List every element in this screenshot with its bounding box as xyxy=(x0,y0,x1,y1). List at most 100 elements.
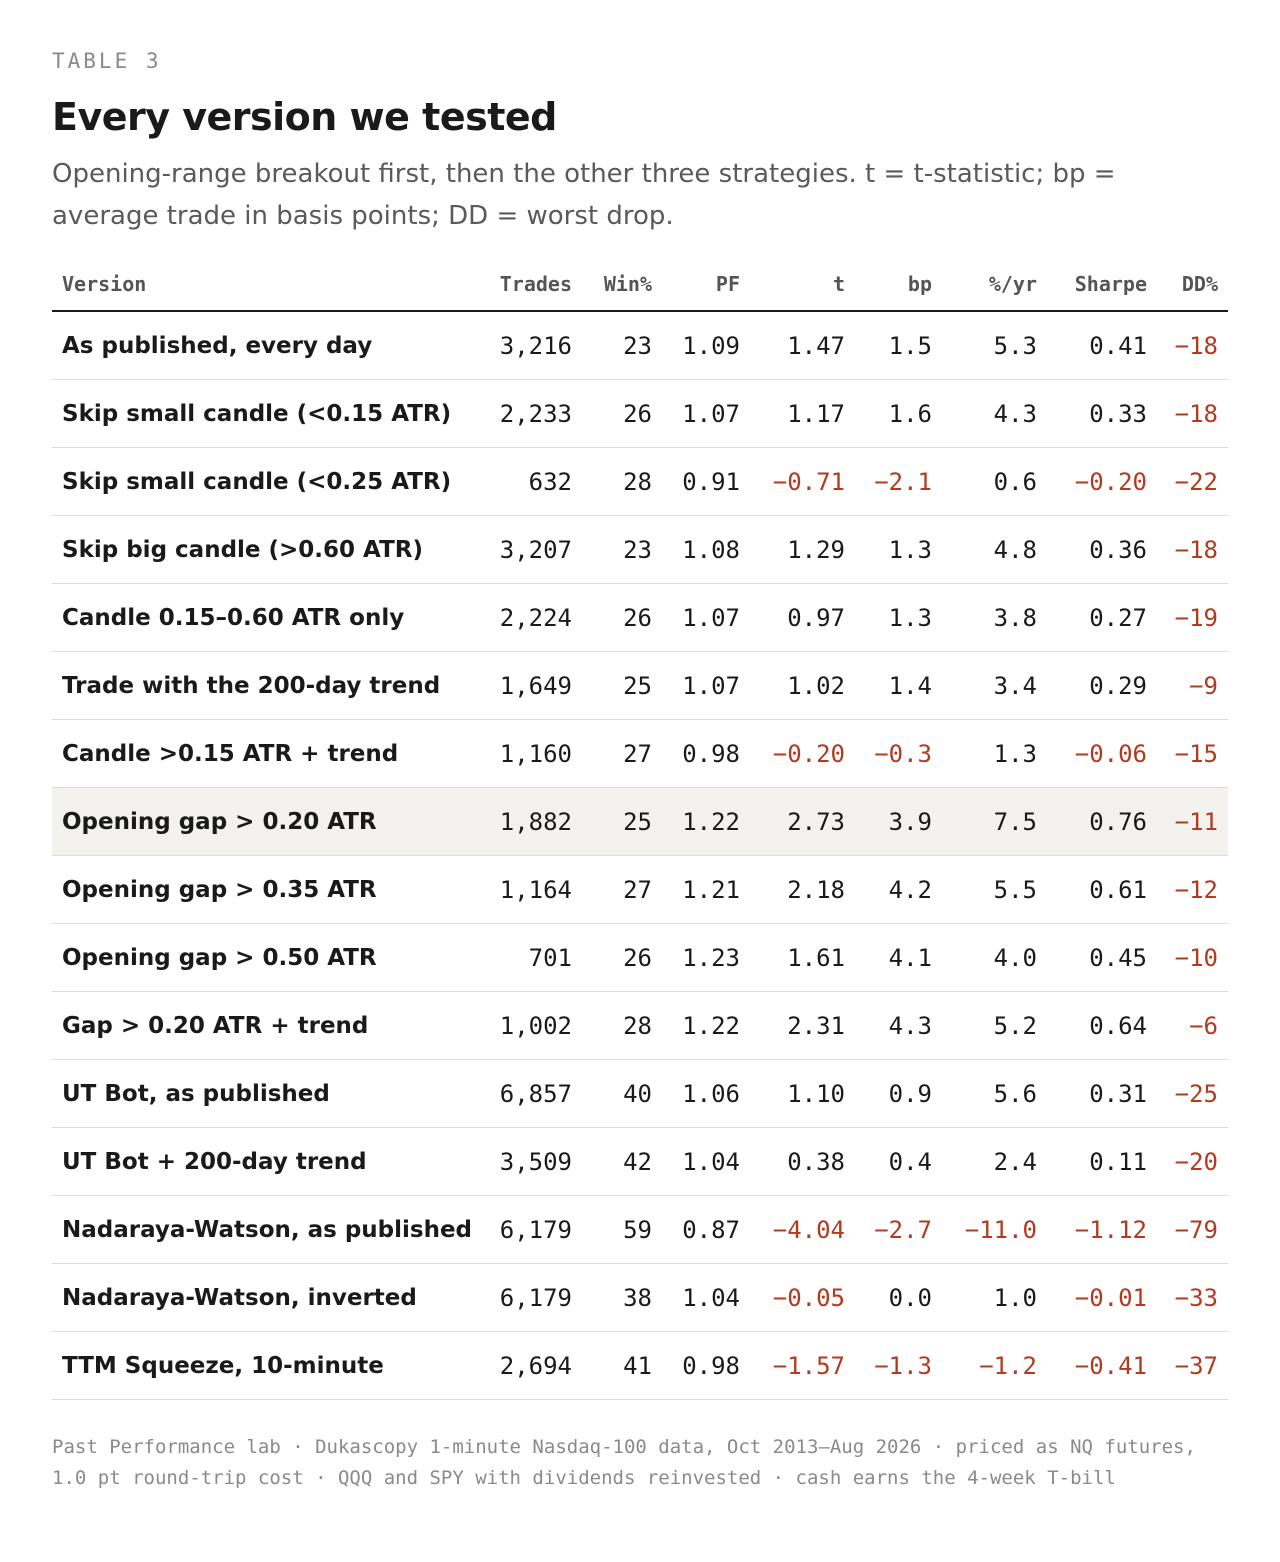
cell-version: Nadaraya-Watson, as published xyxy=(52,1195,477,1264)
cell-pyr: 5.5 xyxy=(942,855,1047,924)
cell-bp: 1.3 xyxy=(855,583,942,652)
cell-sharpe: 0.27 xyxy=(1047,583,1157,652)
cell-win: 28 xyxy=(582,991,662,1060)
cell-sharpe: 0.11 xyxy=(1047,1127,1157,1196)
cell-t: −1.57 xyxy=(750,1331,855,1400)
cell-win: 38 xyxy=(582,1263,662,1332)
cell-t: −4.04 xyxy=(750,1195,855,1264)
cell-win: 40 xyxy=(582,1059,662,1128)
cell-version: Candle 0.15–0.60 ATR only xyxy=(52,583,477,652)
cell-pf: 1.04 xyxy=(662,1127,750,1196)
column-header-bp[interactable]: bp xyxy=(855,258,942,312)
cell-t: −0.05 xyxy=(750,1263,855,1332)
cell-bp: 0.4 xyxy=(855,1127,942,1196)
cell-trades: 1,164 xyxy=(477,855,582,924)
column-header-pf[interactable]: PF xyxy=(662,258,750,312)
cell-pf: 0.98 xyxy=(662,1331,750,1400)
cell-dd: −79 xyxy=(1157,1195,1228,1264)
cell-sharpe: −0.01 xyxy=(1047,1263,1157,1332)
cell-bp: 3.9 xyxy=(855,787,942,856)
page-subtitle: Opening-range breakout first, then the o… xyxy=(52,159,1116,231)
column-header-dd[interactable]: DD% xyxy=(1157,258,1228,312)
cell-version: Gap > 0.20 ATR + trend xyxy=(52,991,477,1060)
cell-trades: 2,224 xyxy=(477,583,582,652)
cell-sharpe: 0.76 xyxy=(1047,787,1157,856)
cell-sharpe: 0.36 xyxy=(1047,515,1157,584)
cell-bp: 4.3 xyxy=(855,991,942,1060)
cell-dd: −10 xyxy=(1157,923,1228,992)
cell-sharpe: −0.41 xyxy=(1047,1331,1157,1400)
results-table: Version Trades Win% PF t bp %/yr Sharpe … xyxy=(52,258,1228,1400)
cell-pyr: 5.3 xyxy=(942,311,1047,380)
table-row: Opening gap > 0.35 ATR 1,164 27 1.21 2.18 4.2… xyxy=(52,855,1228,924)
cell-t: 1.17 xyxy=(750,379,855,448)
cell-pf: 1.08 xyxy=(662,515,750,584)
table-row: UT Bot + 200-day trend 3,509 42 1.04 0.38 0.4… xyxy=(52,1127,1228,1196)
cell-version: Opening gap > 0.20 ATR xyxy=(52,787,477,856)
cell-sharpe: −0.20 xyxy=(1047,447,1157,516)
cell-pyr: 4.8 xyxy=(942,515,1047,584)
column-header-sharpe[interactable]: Sharpe xyxy=(1047,258,1157,312)
cell-bp: 1.4 xyxy=(855,651,942,720)
table-row: Skip small candle (<0.25 ATR) 632 28 0.91 −0… xyxy=(52,447,1228,516)
cell-sharpe: 0.64 xyxy=(1047,991,1157,1060)
cell-version: UT Bot + 200-day trend xyxy=(52,1127,477,1196)
cell-win: 23 xyxy=(582,515,662,584)
cell-dd: −33 xyxy=(1157,1263,1228,1332)
cell-win: 25 xyxy=(582,787,662,856)
cell-t: 0.97 xyxy=(750,583,855,652)
cell-sharpe: −0.06 xyxy=(1047,719,1157,788)
cell-version: Skip small candle (<0.25 ATR) xyxy=(52,447,477,516)
cell-pyr: 7.5 xyxy=(942,787,1047,856)
cell-pf: 1.04 xyxy=(662,1263,750,1332)
cell-pf: 1.21 xyxy=(662,855,750,924)
table-row: Candle >0.15 ATR + trend 1,160 27 0.98 −0.20… xyxy=(52,719,1228,788)
table-row: Opening gap > 0.20 ATR 1,882 25 1.22 2.73 3.9… xyxy=(52,787,1228,856)
cell-pf: 0.98 xyxy=(662,719,750,788)
column-header-pct-yr[interactable]: %/yr xyxy=(942,258,1047,312)
cell-pyr: −1.2 xyxy=(942,1331,1047,1400)
table-row: Skip big candle (>0.60 ATR) 3,207 23 1.08 1.… xyxy=(52,515,1228,584)
cell-trades: 6,179 xyxy=(477,1195,582,1264)
cell-win: 25 xyxy=(582,651,662,720)
cell-bp: −0.3 xyxy=(855,719,942,788)
cell-win: 26 xyxy=(582,583,662,652)
column-header-win[interactable]: Win% xyxy=(582,258,662,312)
table-row: Skip small candle (<0.15 ATR) 2,233 26 1.07… xyxy=(52,379,1228,448)
cell-bp: 1.6 xyxy=(855,379,942,448)
cell-trades: 3,207 xyxy=(477,515,582,584)
cell-trades: 1,002 xyxy=(477,991,582,1060)
cell-pyr: 4.0 xyxy=(942,923,1047,992)
source-note: Past Performance lab · Dukascopy 1-minut… xyxy=(52,1436,1196,1489)
cell-win: 28 xyxy=(582,447,662,516)
cell-t: 2.73 xyxy=(750,787,855,856)
column-header-t[interactable]: t xyxy=(750,258,855,312)
cell-pyr: 3.4 xyxy=(942,651,1047,720)
cell-trades: 2,233 xyxy=(477,379,582,448)
cell-dd: −18 xyxy=(1157,515,1228,584)
cell-pf: 1.22 xyxy=(662,787,750,856)
cell-t: −0.20 xyxy=(750,719,855,788)
column-header-trades[interactable]: Trades xyxy=(477,258,582,312)
cell-trades: 3,216 xyxy=(477,311,582,380)
cell-bp: −1.3 xyxy=(855,1331,942,1400)
cell-version: UT Bot, as published xyxy=(52,1059,477,1128)
cell-pyr: 5.2 xyxy=(942,991,1047,1060)
cell-dd: −22 xyxy=(1157,447,1228,516)
cell-dd: −20 xyxy=(1157,1127,1228,1196)
table-row: Nadaraya-Watson, inverted 6,179 38 1.04 −0.0… xyxy=(52,1263,1228,1332)
cell-version: Opening gap > 0.50 ATR xyxy=(52,923,477,992)
column-header-version[interactable]: Version xyxy=(52,258,477,312)
cell-win: 26 xyxy=(582,923,662,992)
cell-dd: −12 xyxy=(1157,855,1228,924)
cell-t: 2.31 xyxy=(750,991,855,1060)
cell-pf: 1.06 xyxy=(662,1059,750,1128)
cell-version: Trade with the 200-day trend xyxy=(52,651,477,720)
cell-trades: 3,509 xyxy=(477,1127,582,1196)
table-row: As published, every day 3,216 23 1.09 1.47 1.… xyxy=(52,311,1228,380)
cell-pyr: −11.0 xyxy=(942,1195,1047,1264)
cell-trades: 6,857 xyxy=(477,1059,582,1128)
cell-pyr: 1.3 xyxy=(942,719,1047,788)
cell-win: 59 xyxy=(582,1195,662,1264)
cell-trades: 2,694 xyxy=(477,1331,582,1400)
